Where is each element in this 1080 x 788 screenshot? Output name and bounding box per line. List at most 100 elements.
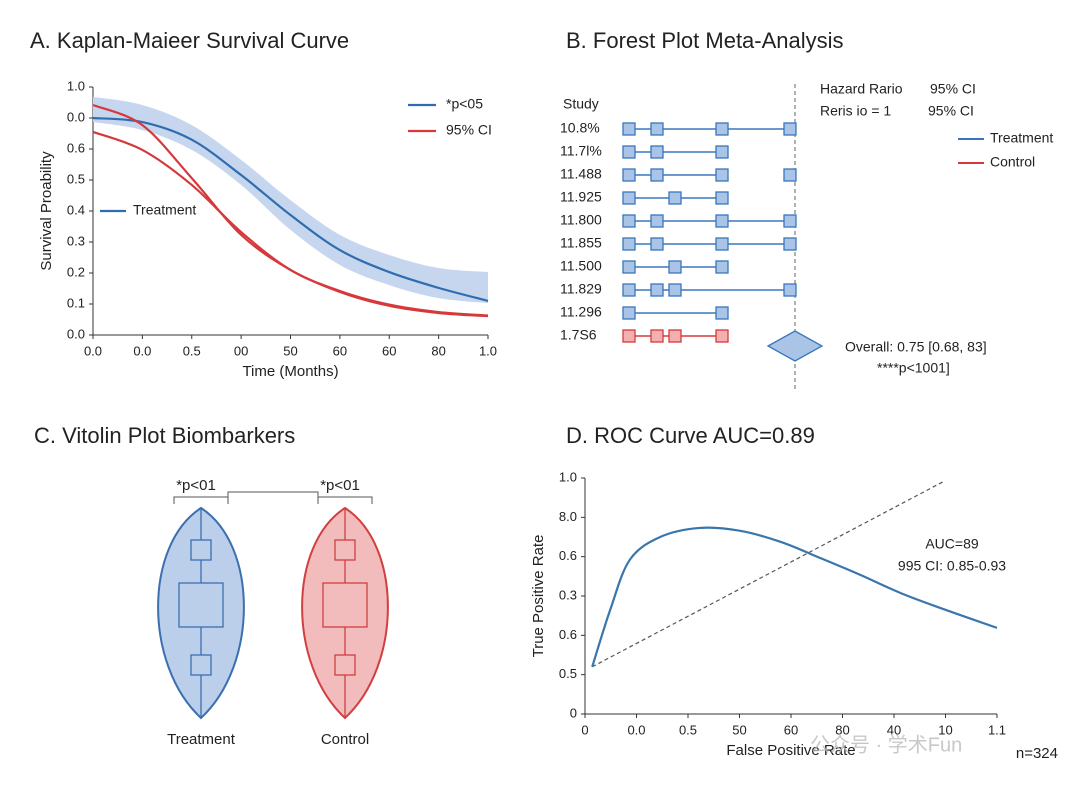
x-tick-label: 80 (835, 722, 849, 737)
legend-label: Treatment (990, 130, 1053, 146)
forest-header: Hazard Rario (820, 81, 903, 97)
y-tick-label: 0.2 (67, 264, 85, 279)
bracket (317, 496, 373, 504)
x-axis-label: Time (Months) (242, 363, 338, 380)
y-tick-label: 0 (570, 705, 577, 720)
study-label: 11.800 (560, 212, 602, 228)
study-point (715, 306, 729, 320)
box (334, 539, 356, 561)
box (178, 582, 224, 628)
study-point (650, 283, 664, 297)
annotation: AUC=89 (925, 536, 979, 552)
box (334, 654, 356, 676)
study-point (715, 122, 729, 136)
reference-line (591, 480, 946, 668)
panel-title: C. Vitolin Plot Biombarkers (34, 423, 295, 448)
x-tick-label: 0.0 (133, 343, 151, 358)
study-point (622, 260, 636, 274)
study-point (783, 214, 797, 228)
x-tick-label: 60 (784, 722, 798, 737)
study-point (622, 329, 636, 343)
study-point (650, 122, 664, 136)
panel-title: D. ROC Curve AUC=0.89 (566, 423, 815, 448)
study-label: 11.855 (560, 235, 602, 251)
study-point (668, 191, 682, 205)
x-tick-label: 0.0 (84, 343, 102, 358)
y-tick-label: 1.0 (559, 469, 577, 484)
annotation: 995 CI: 0.85-0.93 (898, 558, 1006, 574)
watermark: 公众号 · 学术Fun (810, 733, 962, 756)
legend-label: *p<05 (446, 96, 483, 112)
y-tick-label: 0.0 (67, 326, 85, 341)
study-point (650, 329, 664, 343)
x-tick-label: 60 (382, 343, 396, 358)
y-tick-label: 0.1 (67, 295, 85, 310)
study-point (622, 122, 636, 136)
x-tick-label: 0 (581, 722, 588, 737)
study-label: 11.488 (560, 166, 602, 182)
y-tick-label: 1.0 (67, 78, 85, 93)
series-line (591, 526, 998, 668)
y-tick-label: 0.5 (559, 666, 577, 681)
box (322, 582, 368, 628)
annotation: Treatment (133, 202, 196, 218)
bracket-link (227, 491, 319, 497)
study-point (783, 283, 797, 297)
study-label: 11.500 (560, 258, 602, 274)
study-point (622, 283, 636, 297)
category-label: Treatment (167, 731, 236, 748)
study-label: 11.296 (560, 304, 602, 320)
box (190, 654, 212, 676)
study-label: 1.7S6 (560, 327, 597, 343)
study-label: 11.925 (560, 189, 602, 205)
study-point (715, 329, 729, 343)
y-tick-label: 0.6 (559, 548, 577, 563)
overall-label: Overall: 0.75 [0.68, 83] (845, 339, 987, 355)
x-tick-label: 50 (732, 722, 746, 737)
study-label: 11.829 (560, 281, 602, 297)
study-point (715, 168, 729, 182)
x-tick-label: 10 (938, 722, 952, 737)
x-tick-label: 50 (283, 343, 297, 358)
legend-label: 95% CI (446, 122, 492, 138)
study-point (622, 168, 636, 182)
y-tick-label: 0.5 (67, 171, 85, 186)
note: n=324 (1016, 745, 1058, 762)
study-point (668, 329, 682, 343)
panel-title: B. Forest Plot Meta-Analysis (566, 28, 844, 53)
study-point (783, 237, 797, 251)
forest-header: 95% CI (928, 103, 974, 119)
forest-header: Reris io = 1 (820, 103, 891, 119)
study-point (783, 168, 797, 182)
study-point (650, 168, 664, 182)
study-label: 10.8% (560, 120, 600, 136)
forest-header: 95% CI (930, 81, 976, 97)
box (190, 539, 212, 561)
study-point (622, 237, 636, 251)
y-tick-label: 8.0 (559, 509, 577, 524)
y-tick-label: 0.0 (67, 109, 85, 124)
series-line (92, 130, 489, 317)
y-axis-label: Survival Proability (38, 151, 55, 271)
study-point (715, 191, 729, 205)
y-tick-label: 0.4 (67, 202, 85, 217)
x-tick-label: 80 (431, 343, 445, 358)
y-tick-label: 0.6 (67, 140, 85, 155)
significance: *p<01 (176, 477, 216, 494)
study-point (715, 214, 729, 228)
panel-title: A. Kaplan-Maieer Survival Curve (30, 28, 349, 53)
overall-note: ****p<1001] (877, 360, 950, 376)
study-point (622, 145, 636, 159)
legend-label: Control (990, 154, 1035, 170)
study-point (668, 283, 682, 297)
study-point (668, 260, 682, 274)
x-tick-label: 0.5 (679, 722, 697, 737)
study-point (622, 214, 636, 228)
category-label: Control (321, 731, 369, 748)
overall-diamond (766, 330, 824, 362)
y-tick-label: 0.6 (559, 627, 577, 642)
x-tick-label: 1.0 (479, 343, 497, 358)
x-tick-label: 0.5 (183, 343, 201, 358)
x-tick-label: 1.1 (988, 722, 1006, 737)
